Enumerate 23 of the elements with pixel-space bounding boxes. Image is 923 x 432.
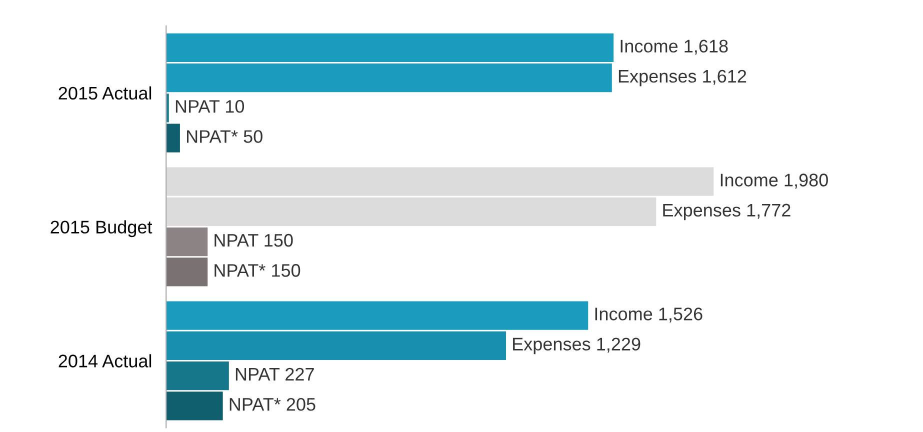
data-label: NPAT* 50 (187, 130, 262, 143)
y-tick-label: 2015 Actual (58, 86, 152, 100)
bar (166, 331, 506, 360)
data-label: NPAT 10 (176, 100, 244, 113)
data-label: NPAT 150 (214, 234, 293, 247)
data-label: Expenses 1,772 (663, 204, 790, 220)
bar (166, 228, 208, 256)
data-label: Expenses 1,229 (513, 338, 640, 354)
y-tick-label: 2014 Actual (58, 354, 152, 368)
bar (166, 361, 229, 390)
data-label: NPAT* 150 (214, 264, 300, 277)
bar (166, 301, 588, 330)
y-tick-label: 2015 Budget (50, 220, 152, 238)
data-label: Expenses 1,612 (618, 70, 746, 86)
data-label: Income 1,980 (720, 174, 828, 189)
data-label: NPAT 227 (236, 368, 314, 380)
bar (166, 392, 223, 420)
data-label: Income 1,526 (595, 308, 702, 322)
data-label: NPAT* 205 (230, 398, 316, 411)
bar (166, 258, 208, 286)
bar (166, 94, 169, 122)
bar (166, 124, 180, 152)
data-label: Income 1,618 (620, 40, 728, 55)
